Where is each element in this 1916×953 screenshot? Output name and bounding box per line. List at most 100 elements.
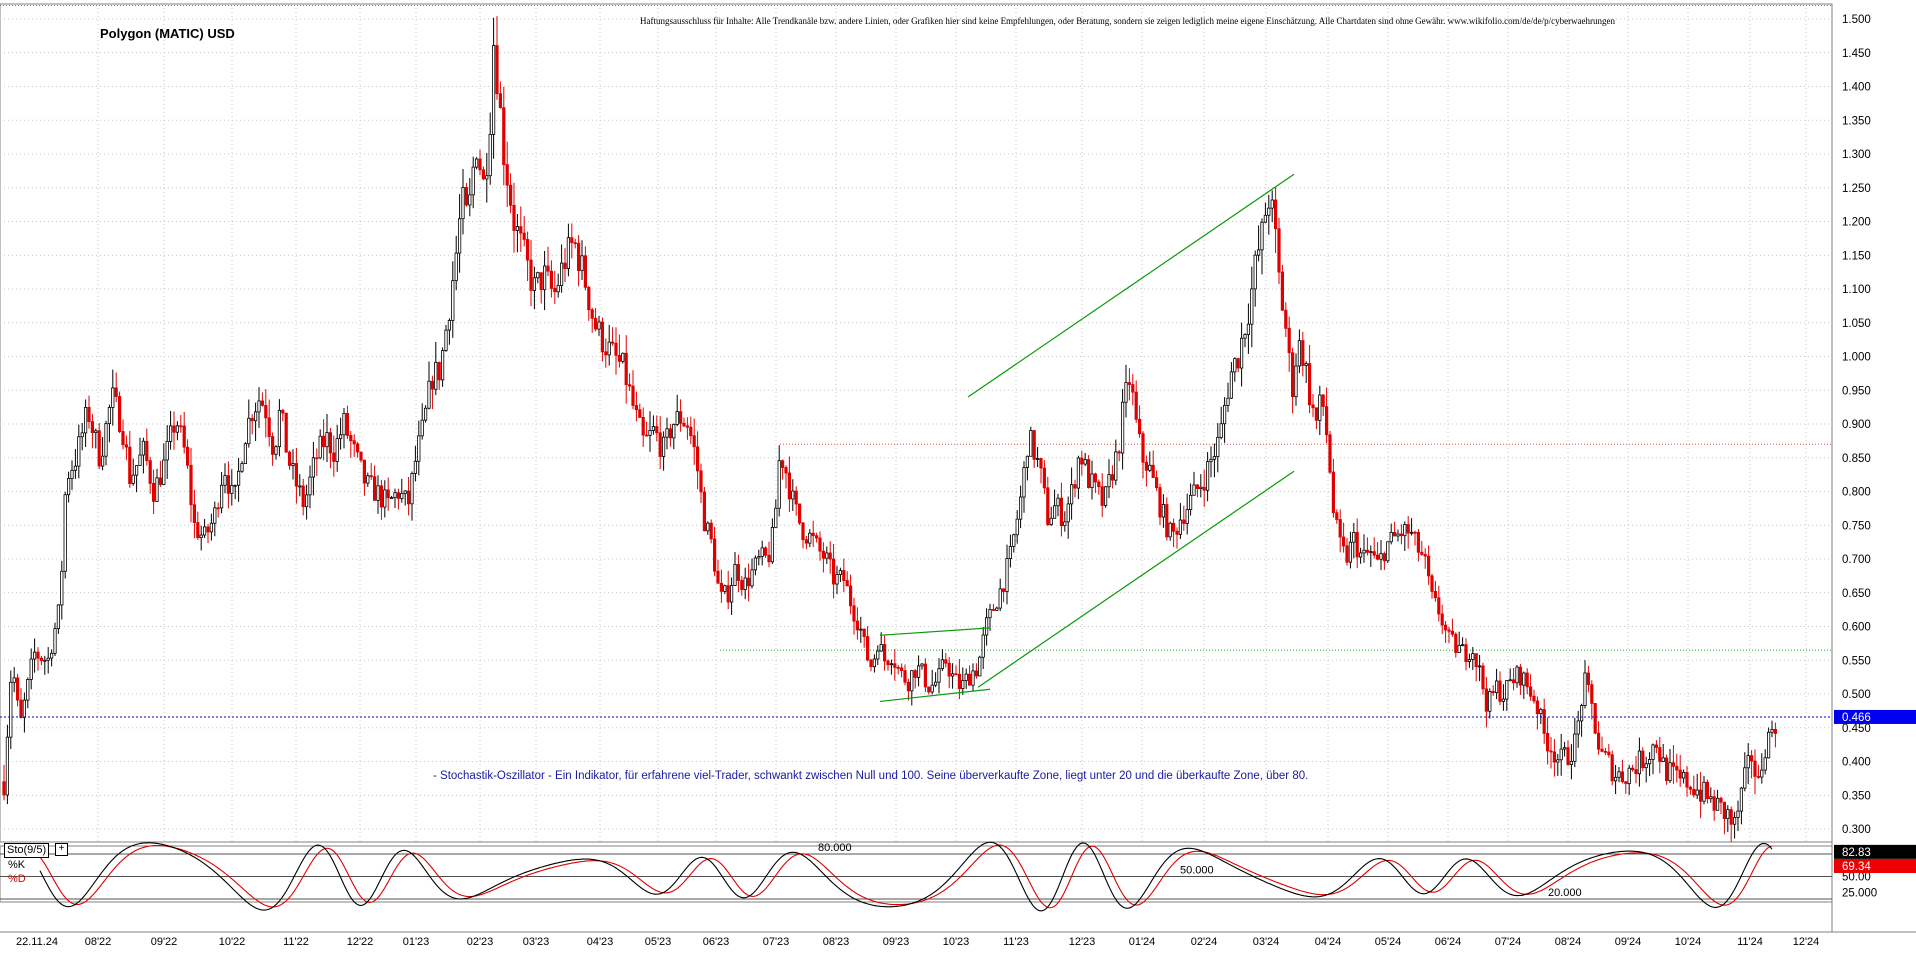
candle-body — [1124, 382, 1128, 403]
candle-body — [1348, 541, 1352, 563]
candle-body — [1134, 391, 1138, 420]
candle-body — [985, 617, 989, 636]
candle-body — [682, 422, 686, 427]
candle-body — [764, 547, 768, 556]
candle-body — [719, 582, 724, 592]
k-value-badge — [1834, 844, 1916, 859]
d-value-label: 69.34 — [1842, 861, 1871, 873]
candle-body — [410, 473, 414, 505]
candle-body — [495, 45, 499, 95]
d-label: %D — [8, 873, 26, 885]
candle-body — [794, 490, 798, 505]
candle-body — [1287, 327, 1291, 354]
candle-body — [556, 285, 560, 293]
candle-body — [923, 663, 928, 688]
x-tick-label: 11'23 — [1003, 936, 1029, 948]
candle-body — [515, 226, 520, 231]
candle-body — [12, 677, 16, 683]
candle-body — [1614, 776, 1618, 782]
candle-body — [1552, 751, 1556, 763]
candle-body — [1668, 762, 1672, 781]
candle-body — [675, 411, 679, 425]
indicator-add-button[interactable]: + — [55, 843, 68, 856]
x-tick-label: 11'22 — [283, 936, 309, 948]
candle-body — [219, 484, 224, 509]
candle-body — [1563, 747, 1567, 750]
candle-body — [1352, 532, 1356, 543]
candle-body — [1063, 521, 1067, 527]
candle-body — [19, 699, 23, 718]
candle-body — [406, 490, 411, 505]
candle-body — [679, 411, 683, 424]
candle-body — [1372, 551, 1376, 556]
candle-body — [389, 497, 394, 500]
y-tick-label: 0.700 — [1842, 554, 1871, 566]
candle-body — [1185, 509, 1189, 524]
candle-body — [818, 537, 822, 552]
y-tick-label: 0.750 — [1842, 520, 1871, 532]
candle-body — [1437, 597, 1441, 615]
candle-body — [270, 436, 275, 455]
candle-body — [43, 659, 47, 662]
candle-body — [1518, 666, 1522, 686]
candle-body — [104, 423, 108, 457]
candle-body — [264, 405, 268, 419]
candle-body — [1529, 686, 1533, 697]
candle-body — [1246, 323, 1250, 335]
candle-body — [1131, 384, 1135, 393]
candle-body — [1454, 633, 1458, 653]
current-price-badge — [1834, 709, 1916, 724]
candle-body — [70, 469, 74, 479]
candle-body — [1403, 524, 1407, 537]
candle-body — [332, 452, 336, 462]
candle-body — [213, 507, 217, 524]
candle-body — [46, 657, 50, 661]
candle-body — [352, 440, 356, 445]
candle-body — [872, 658, 877, 668]
candle-body — [886, 660, 890, 666]
candle-body — [182, 425, 186, 448]
candle-body — [502, 107, 506, 165]
candle-body — [90, 421, 94, 434]
candle-body — [1209, 458, 1213, 463]
candle-body — [148, 460, 152, 484]
candle-body — [267, 417, 271, 437]
candle-body — [1362, 549, 1366, 554]
candle-body — [1607, 751, 1611, 756]
candle-body — [1165, 504, 1169, 538]
candle-body — [777, 460, 781, 509]
candle-body — [29, 658, 33, 680]
candle-body — [821, 550, 826, 559]
indicator-label[interactable]: Sto(9/5) — [4, 843, 50, 858]
candle-body — [1760, 769, 1764, 778]
candle-body — [1144, 461, 1148, 471]
candle-body — [474, 158, 479, 168]
candle-body — [1733, 817, 1737, 825]
candle-body — [1481, 665, 1485, 690]
candle-body — [900, 667, 904, 672]
candle-body — [590, 309, 594, 319]
candle-body — [1675, 765, 1679, 771]
candle-body — [532, 277, 537, 291]
candle-body — [63, 494, 67, 572]
candle-body — [947, 662, 951, 677]
candle-body — [454, 252, 458, 282]
candle-body — [1525, 672, 1529, 688]
x-tick-label: 01'23 — [403, 936, 430, 948]
candle-body — [1722, 801, 1726, 819]
y-tick-label: 0.400 — [1842, 757, 1871, 769]
candle-body — [359, 451, 363, 461]
x-tick-label: 05'24 — [1375, 936, 1402, 948]
y-tick-label: 1.200 — [1842, 217, 1871, 229]
candle-body — [1012, 534, 1016, 547]
candle-body — [1389, 531, 1393, 543]
candle-body — [1192, 484, 1196, 496]
candle-body — [594, 317, 598, 330]
candle-body — [1559, 748, 1563, 761]
candle-body — [73, 465, 77, 471]
candle-body — [1603, 750, 1607, 753]
candle-body — [716, 570, 720, 584]
candle-body — [655, 426, 659, 434]
candle-body — [1410, 531, 1414, 534]
